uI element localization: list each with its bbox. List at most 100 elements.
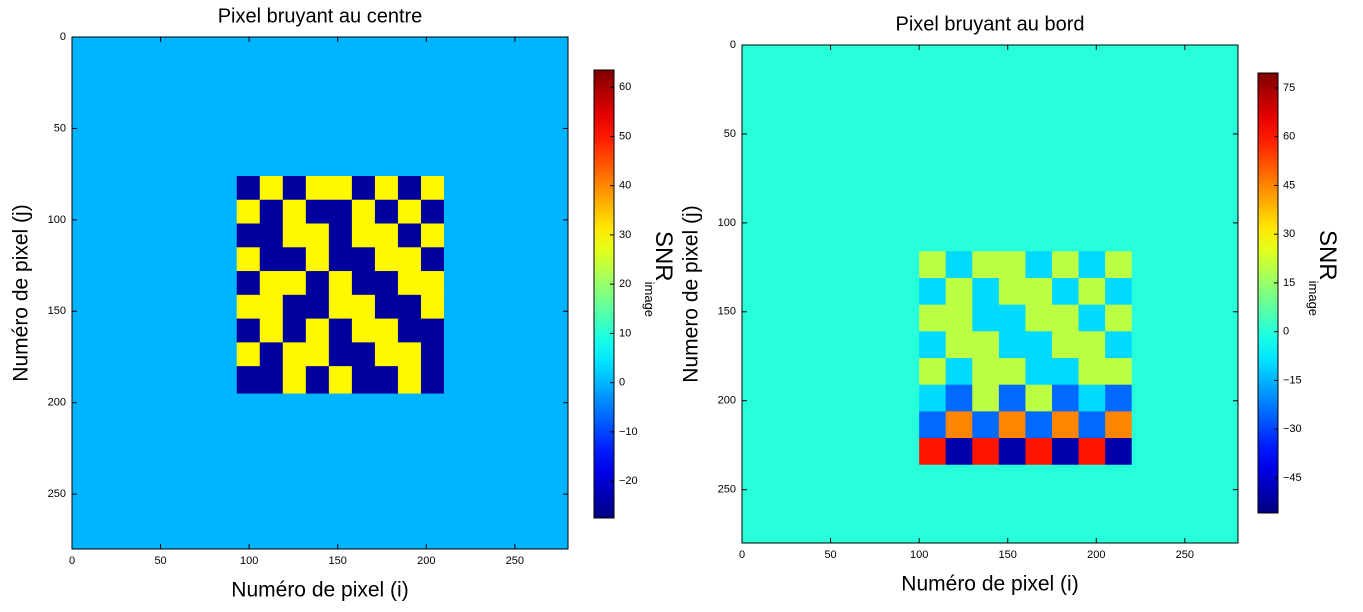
colorbar-tick-label: 40 bbox=[619, 180, 631, 192]
heatmap-cell bbox=[305, 271, 330, 296]
heatmap-cell bbox=[444, 199, 569, 224]
heatmap-cell bbox=[72, 37, 238, 177]
heatmap-cell bbox=[397, 37, 422, 177]
heatmap-cell bbox=[374, 342, 399, 367]
heatmap-cell bbox=[397, 294, 422, 319]
heatmap-cell bbox=[328, 247, 353, 272]
heatmap-cell bbox=[919, 251, 947, 279]
heatmap-cell bbox=[72, 271, 238, 296]
heatmap-cell bbox=[444, 342, 569, 367]
y-tick-label: 200 bbox=[48, 397, 66, 409]
heatmap-cell bbox=[1025, 464, 1053, 544]
heatmap-cell bbox=[282, 393, 307, 550]
heatmap-cell bbox=[1105, 45, 1133, 252]
heatmap-cell bbox=[1131, 358, 1239, 386]
heatmap-cell bbox=[1078, 411, 1106, 439]
heatmap-cell bbox=[397, 342, 422, 367]
heatmap-cell bbox=[1025, 438, 1053, 466]
heatmap-cell bbox=[420, 294, 445, 319]
heatmap-cell bbox=[420, 37, 445, 177]
heatmap-cell bbox=[945, 45, 973, 252]
heatmap-cell bbox=[351, 393, 376, 550]
heatmap-cell bbox=[305, 37, 330, 177]
heatmap-cell bbox=[1105, 304, 1133, 332]
heatmap-cell bbox=[1105, 277, 1133, 306]
y-axis-label: Numero de pixel (j) bbox=[680, 205, 703, 382]
heatmap-cell bbox=[444, 271, 569, 296]
heatmap-cell bbox=[397, 318, 422, 343]
heatmap-cell bbox=[374, 37, 399, 177]
heatmap-cell bbox=[1025, 411, 1053, 439]
heatmap-cell bbox=[945, 358, 973, 386]
heatmap-cell bbox=[1105, 464, 1133, 544]
heatmap-cell bbox=[742, 251, 920, 279]
heatmap-cell bbox=[397, 393, 422, 550]
heatmap-cell bbox=[397, 366, 422, 394]
colorbar-tick-label: −30 bbox=[1283, 423, 1302, 435]
heatmap-cell bbox=[259, 318, 284, 343]
x-tick-label: 100 bbox=[240, 555, 258, 567]
heatmap-cell bbox=[1131, 464, 1239, 544]
heatmap-cell bbox=[1052, 331, 1079, 359]
heatmap-cell bbox=[972, 384, 1000, 412]
y-tick-label: 50 bbox=[724, 128, 736, 140]
heatmap-cell bbox=[259, 271, 284, 296]
heatmap-cell bbox=[1131, 277, 1239, 306]
heatmap-cell bbox=[328, 366, 353, 394]
heatmap-cell bbox=[1052, 384, 1079, 412]
heatmap-cell bbox=[1052, 277, 1079, 306]
y-tick-label: 200 bbox=[718, 395, 736, 407]
heatmap-cell bbox=[1078, 45, 1106, 252]
heatmap-cell bbox=[1131, 45, 1239, 252]
x-axis-label: Numéro de pixel (i) bbox=[231, 579, 408, 602]
heatmap-cell bbox=[259, 37, 284, 177]
colorbar-tick-label: 60 bbox=[1283, 131, 1295, 143]
heatmap-cell bbox=[1078, 464, 1106, 544]
heatmap-cell bbox=[1052, 411, 1079, 439]
heatmap-cell bbox=[1078, 304, 1106, 332]
heatmap-cell bbox=[305, 294, 330, 319]
colorbar-label-sub: image bbox=[1306, 281, 1321, 316]
heatmap-cell bbox=[328, 37, 353, 177]
heatmap-cell bbox=[72, 318, 238, 343]
colorbar-label-sub: image bbox=[642, 282, 657, 317]
heatmap-cell bbox=[1131, 438, 1239, 466]
heatmap-cell bbox=[72, 366, 238, 394]
heatmap-cell bbox=[972, 251, 1000, 279]
heatmap-cell bbox=[351, 223, 376, 248]
heatmap-cell bbox=[72, 175, 238, 201]
heatmap-cell bbox=[305, 199, 330, 224]
heatmap-cell bbox=[1078, 251, 1106, 279]
heatmap-cell bbox=[919, 331, 947, 359]
heatmap-cell bbox=[444, 247, 569, 272]
heatmap-cell bbox=[444, 318, 569, 343]
heatmap-cell bbox=[236, 175, 261, 201]
heatmap-cell bbox=[945, 304, 973, 332]
heatmap-cell bbox=[72, 342, 238, 367]
heatmap-cell bbox=[919, 358, 947, 386]
heatmap-cell bbox=[998, 438, 1026, 466]
heatmap-cell bbox=[1052, 358, 1079, 386]
heatmap-cell bbox=[420, 366, 445, 394]
heatmap-cell bbox=[945, 464, 973, 544]
heatmap-cell bbox=[374, 199, 399, 224]
heatmap-cell bbox=[397, 175, 422, 201]
heatmap-cell bbox=[305, 223, 330, 248]
heatmap-cell bbox=[328, 294, 353, 319]
heatmap-cell bbox=[444, 175, 569, 201]
heatmap-cell bbox=[282, 199, 307, 224]
colorbar-tick-label: 0 bbox=[619, 377, 625, 389]
heatmap-cell bbox=[351, 271, 376, 296]
heatmap-cell bbox=[236, 366, 261, 394]
heatmap-cell bbox=[742, 384, 920, 412]
heatmap-cell bbox=[742, 304, 920, 332]
heatmap-cell bbox=[945, 251, 973, 279]
heatmap-cell bbox=[259, 247, 284, 272]
heatmap-cell bbox=[420, 223, 445, 248]
x-tick-label: 250 bbox=[506, 555, 524, 567]
heatmap-cell bbox=[305, 393, 330, 550]
heatmap-cell bbox=[328, 175, 353, 201]
heatmap-cell bbox=[945, 277, 973, 306]
heatmap-cell bbox=[236, 393, 261, 550]
heatmap-cell bbox=[282, 175, 307, 201]
